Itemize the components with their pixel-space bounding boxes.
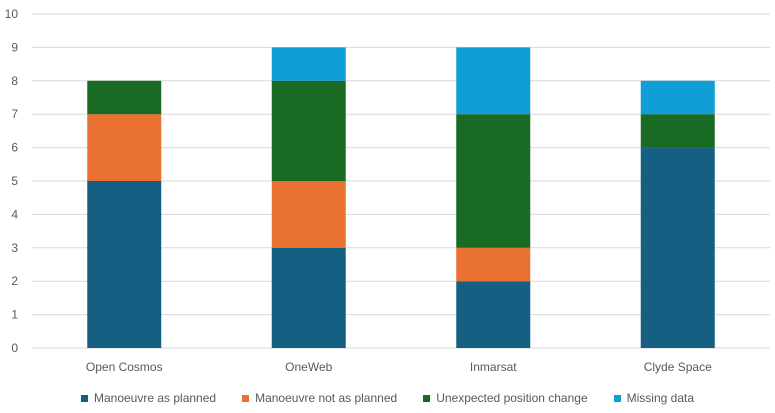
y-tick-label: 2 [11, 274, 18, 288]
x-tick-label: Inmarsat [470, 360, 517, 374]
legend-label: Manoeuvre as planned [93, 391, 217, 405]
bar-segment [640, 147, 715, 348]
legend-item: Manoeuvre as planned [80, 391, 217, 405]
legend-label: Missing data [626, 391, 695, 405]
bar-segment [271, 80, 346, 181]
bar-segment [87, 181, 162, 348]
x-axis: Open Cosmos OneWeb Inmarsat Clyde Space [86, 360, 712, 374]
y-tick-label: 4 [11, 207, 18, 221]
y-tick-label: 9 [11, 40, 18, 54]
y-tick-label: 10 [5, 7, 19, 21]
bar-segment [271, 181, 346, 248]
bar-segment [87, 114, 162, 181]
legend: Manoeuvre as planned Manoeuvre not as pla… [0, 389, 775, 407]
legend-label: Unexpected position change [436, 391, 588, 405]
y-tick-label: 3 [11, 241, 18, 255]
bar-segment [271, 47, 346, 81]
y-tick-label: 5 [11, 174, 18, 188]
legend-swatch [613, 394, 621, 402]
y-tick-label: 1 [11, 308, 18, 322]
legend-swatch [80, 394, 88, 402]
legend-item: Missing data [613, 391, 695, 405]
x-tick-label: Open Cosmos [86, 360, 163, 374]
legend-swatch [423, 394, 431, 402]
bar-segment [456, 247, 531, 282]
bar-segment [87, 80, 162, 115]
bar-segment [640, 114, 715, 148]
legend-item: Manoeuvre not as planned [242, 391, 397, 405]
y-axis: 0 1 2 3 4 5 6 7 8 9 10 [5, 7, 19, 355]
bars [87, 47, 715, 348]
bar-segment [456, 281, 531, 348]
legend-label: Manoeuvre not as planned [255, 391, 398, 405]
bar-segment [271, 247, 346, 348]
y-tick-label: 8 [11, 74, 18, 88]
bar-segment [456, 114, 531, 248]
bar-segment [640, 80, 715, 115]
x-tick-label: Clyde Space [644, 360, 712, 374]
y-tick-label: 7 [11, 107, 18, 121]
bar-segment [456, 47, 531, 115]
x-tick-label: OneWeb [285, 360, 332, 374]
y-tick-label: 0 [11, 341, 18, 355]
legend-item: Unexpected position change [423, 391, 588, 405]
legend-swatch [242, 394, 250, 402]
y-tick-label: 6 [11, 141, 18, 155]
